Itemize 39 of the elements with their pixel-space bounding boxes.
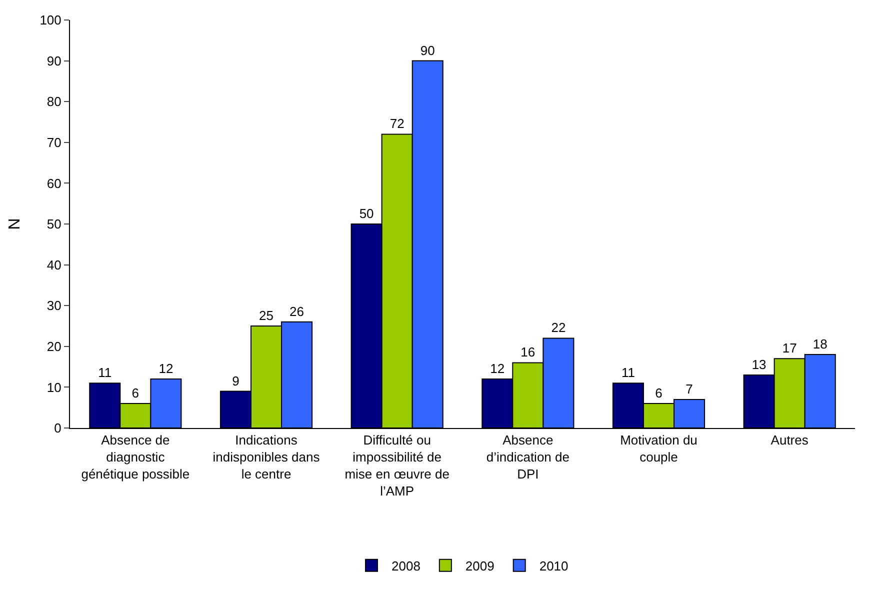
y-tick-label: 70	[46, 134, 62, 150]
data-label: 9	[232, 373, 240, 388]
data-label: 26	[290, 304, 304, 319]
data-label: 16	[520, 344, 536, 360]
x-tick-label: Absence de diagnostic génétique possible	[81, 432, 190, 482]
data-label: 13	[752, 356, 766, 372]
y-axis-title: N	[6, 218, 24, 230]
y-tick-label: 10	[46, 380, 62, 395]
data-label: 50	[359, 206, 374, 221]
data-label: 18	[812, 336, 828, 352]
data-label: 6	[655, 386, 662, 401]
x-tick-label: Autres	[770, 432, 809, 448]
data-label: 25	[259, 308, 274, 323]
legend-label: 2009	[465, 558, 494, 574]
y-tick-label: 80	[46, 94, 62, 110]
y-tick-label: 40	[46, 257, 62, 272]
data-label: 72	[390, 116, 404, 132]
y-tick-label: 20	[46, 338, 62, 354]
legend-label: 2010	[539, 558, 568, 574]
data-label: 7	[686, 381, 693, 396]
data-label: 17	[782, 340, 797, 356]
data-label: 12	[158, 361, 174, 376]
y-tick-label: 0	[54, 420, 62, 436]
data-label: 90	[420, 42, 435, 58]
y-tick-label: 90	[46, 53, 62, 68]
x-tick-label: Absence d’indication de DPI	[486, 432, 570, 482]
x-tick-label: Indications indisponibles dans le centre	[212, 432, 320, 482]
y-tick-label: 60	[46, 176, 62, 191]
x-tick-label: Motivation du couple	[620, 432, 698, 464]
legend-label: 2008	[392, 558, 420, 574]
data-label: 11	[98, 365, 112, 380]
x-tick-label: Difficulté ou impossibilité de mise en œuvre de l’AMP	[344, 432, 450, 498]
y-tick-label: 30	[46, 298, 62, 314]
y-tick-label: 100	[40, 12, 62, 28]
data-label: 12	[490, 361, 505, 376]
data-label: 6	[132, 386, 140, 401]
y-tick-label: 50	[46, 216, 62, 232]
data-label: 11	[621, 365, 635, 380]
data-label: 22	[551, 320, 566, 336]
